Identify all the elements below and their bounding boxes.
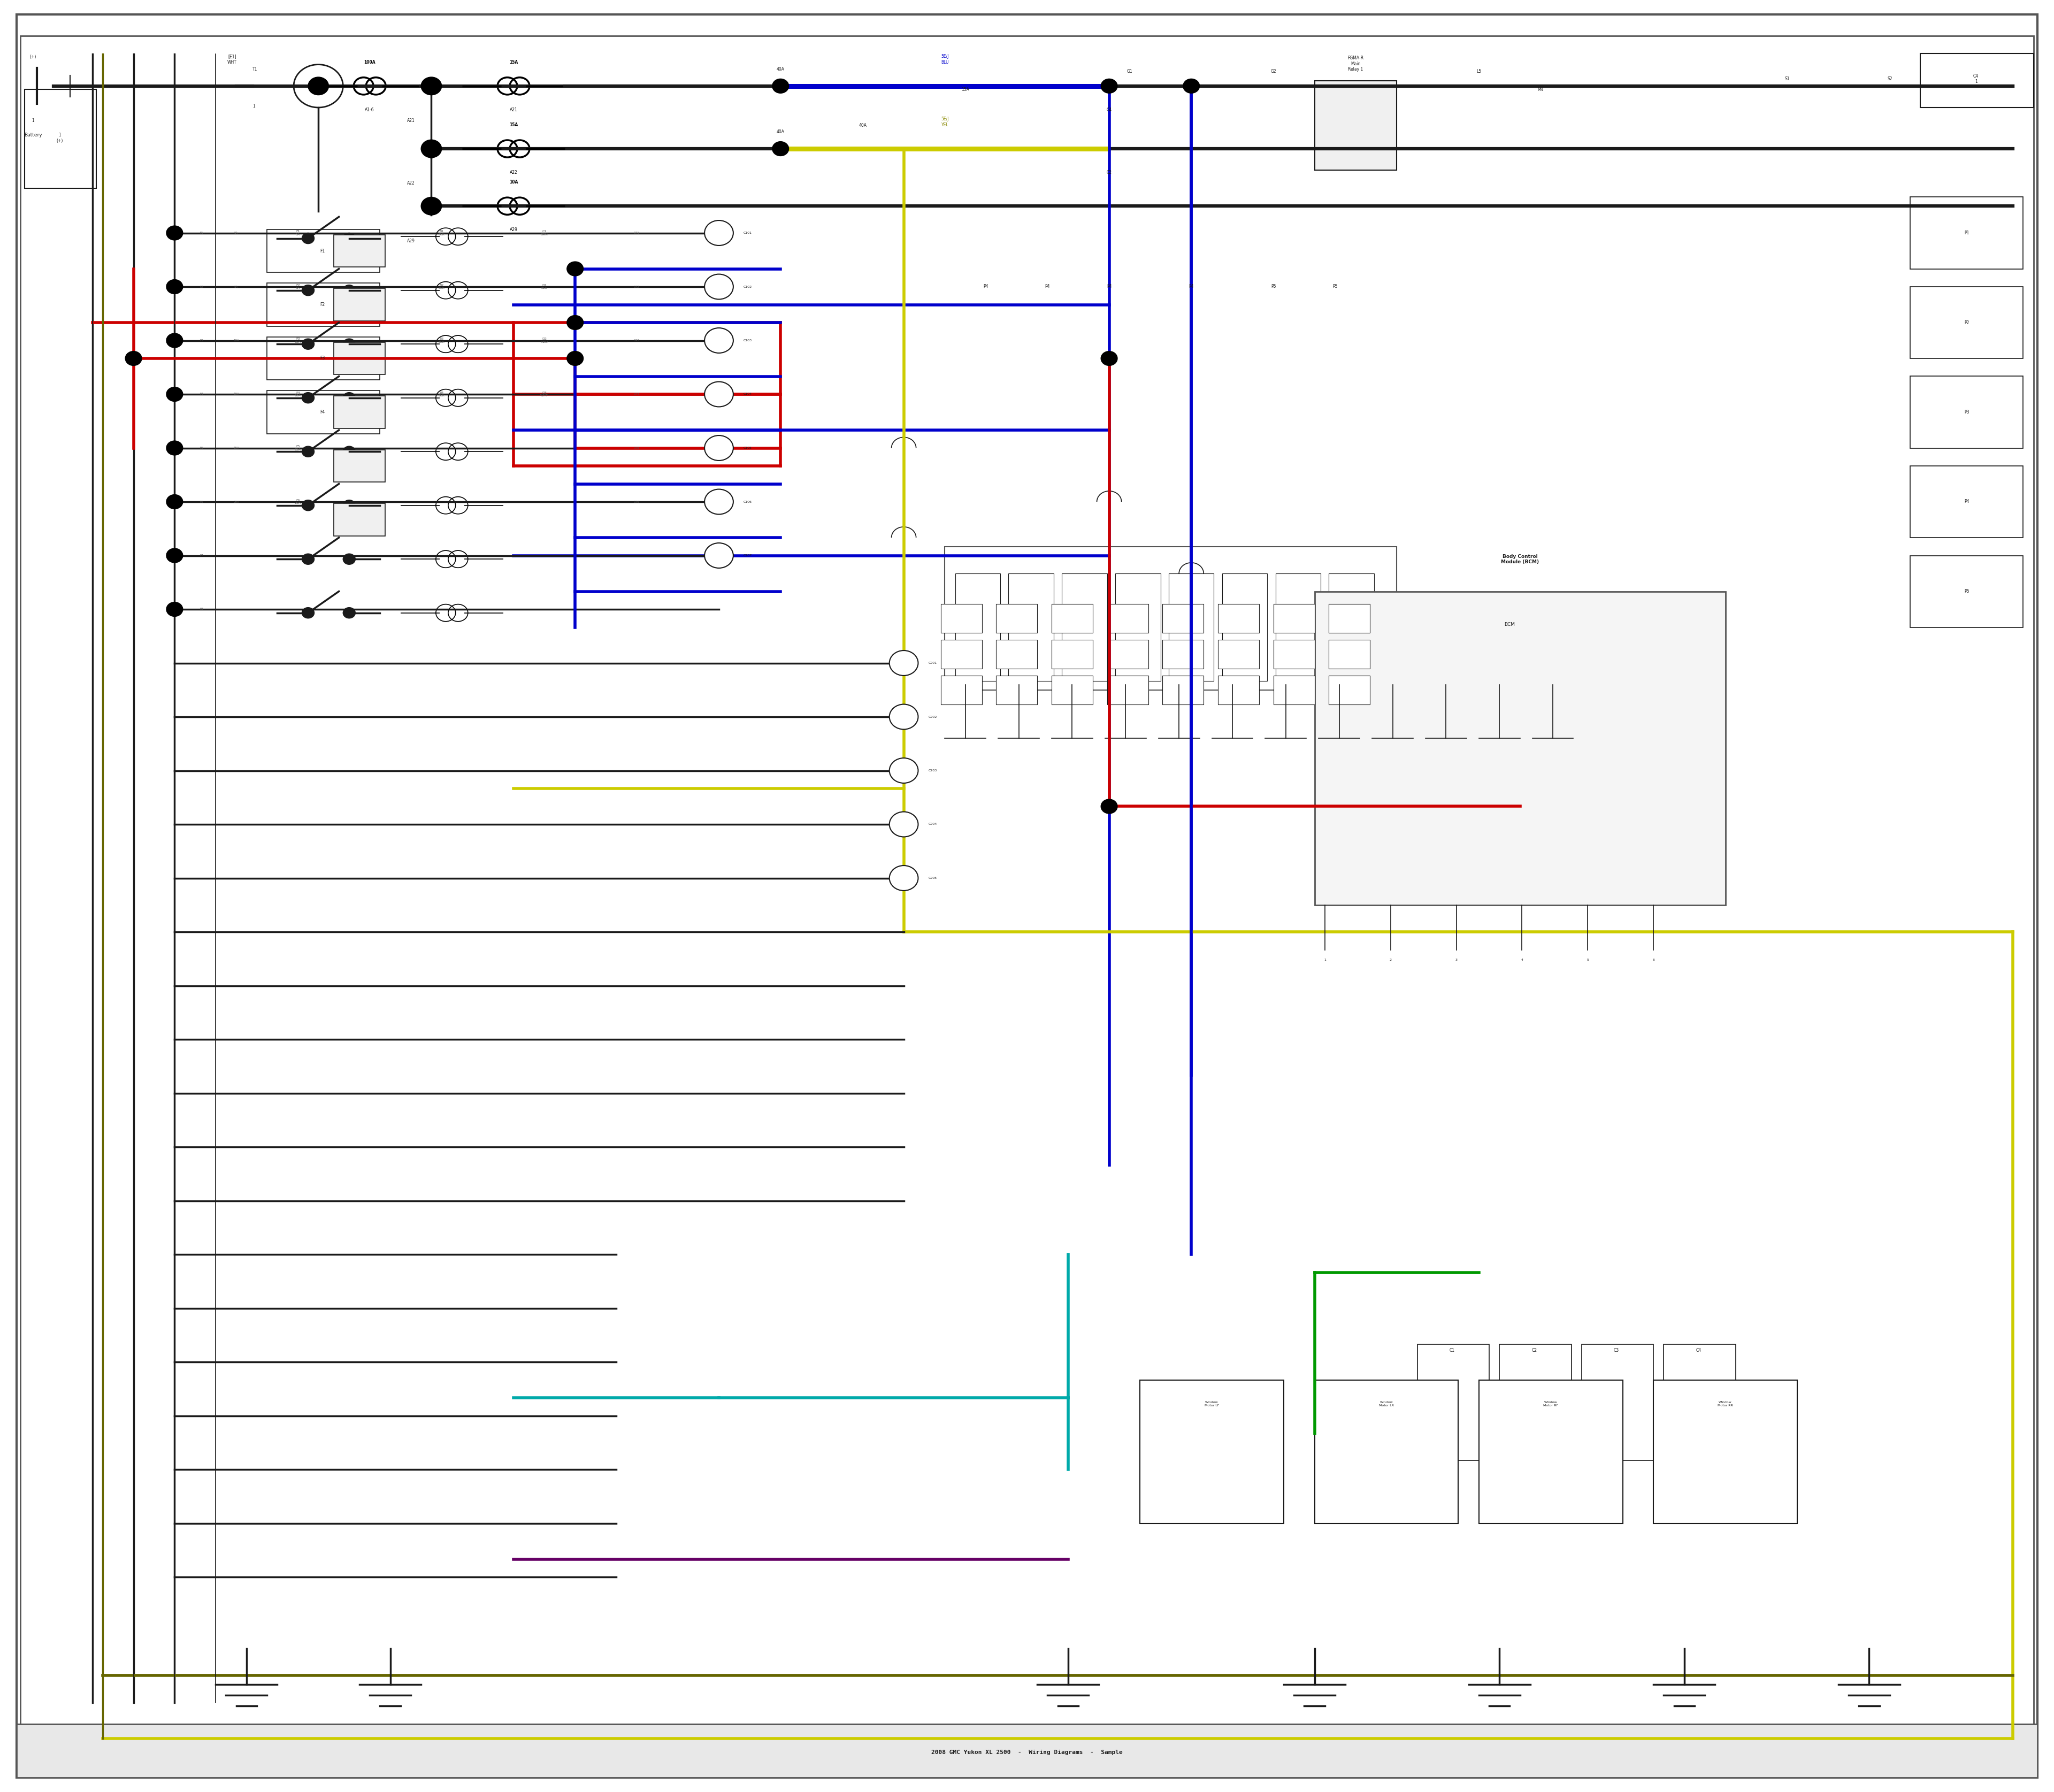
Text: (+): (+): [29, 54, 37, 59]
Text: BCM: BCM: [1504, 622, 1516, 627]
Bar: [1163, 676, 1204, 704]
Bar: [1163, 604, 1204, 633]
Bar: [1417, 1344, 1489, 1460]
Text: C4: C4: [1697, 1348, 1701, 1353]
Text: F3
10A: F3 10A: [294, 337, 302, 344]
Bar: [333, 504, 384, 536]
Bar: [1107, 676, 1148, 704]
Circle shape: [705, 328, 733, 353]
Text: C4: C4: [1107, 108, 1111, 113]
Text: F4
10A: F4 10A: [294, 391, 302, 398]
Circle shape: [302, 446, 314, 457]
Text: F1
5A: F1 5A: [296, 229, 300, 237]
Text: B2
BLK: B2 BLK: [438, 283, 446, 290]
Text: 15A: 15A: [509, 122, 518, 127]
Text: F2: F2: [320, 303, 325, 306]
Text: D3
WHT: D3 WHT: [540, 391, 548, 398]
Text: 6: 6: [1651, 959, 1656, 961]
Circle shape: [343, 233, 355, 244]
Circle shape: [166, 333, 183, 348]
Text: F4: F4: [320, 410, 325, 414]
Text: 10A: 10A: [509, 179, 518, 185]
Bar: [955, 573, 1000, 681]
Text: Body Control
Module (BCM): Body Control Module (BCM): [1501, 554, 1538, 564]
Text: 1: 1: [253, 104, 255, 109]
Text: 3: 3: [1454, 959, 1458, 961]
Circle shape: [772, 79, 789, 93]
Text: C43: C43: [635, 339, 639, 342]
Circle shape: [343, 607, 355, 618]
Text: C44: C44: [635, 392, 639, 396]
Text: P4: P4: [984, 285, 988, 289]
Circle shape: [889, 650, 918, 676]
Circle shape: [343, 339, 355, 349]
Bar: [1052, 676, 1093, 704]
Text: P3: P3: [1964, 410, 1970, 414]
Text: C201: C201: [928, 661, 937, 665]
Bar: [25, 90, 97, 188]
Text: B4
BLK: B4 BLK: [438, 391, 446, 398]
Text: F5: F5: [199, 446, 203, 450]
Bar: [333, 289, 384, 321]
Bar: [1920, 54, 2033, 108]
Text: 40A: 40A: [859, 124, 867, 127]
Circle shape: [166, 387, 183, 401]
Text: F6
20A: F6 20A: [294, 498, 302, 505]
Bar: [267, 337, 380, 380]
Circle shape: [1101, 799, 1117, 814]
Bar: [996, 604, 1037, 633]
Bar: [267, 283, 380, 326]
Circle shape: [302, 392, 314, 403]
Bar: [1499, 1344, 1571, 1460]
Bar: [1329, 640, 1370, 668]
Text: F7: F7: [199, 554, 203, 557]
Bar: [1273, 640, 1315, 668]
Circle shape: [343, 446, 355, 457]
Text: 1
(+): 1 (+): [55, 133, 64, 143]
Text: 5E/J
YEL: 5E/J YEL: [941, 116, 949, 127]
Circle shape: [705, 489, 733, 514]
Circle shape: [308, 77, 329, 95]
Text: [E1]
WHT: [E1] WHT: [228, 54, 236, 65]
Circle shape: [705, 274, 733, 299]
Bar: [1163, 640, 1204, 668]
Circle shape: [1101, 79, 1117, 93]
Circle shape: [166, 226, 183, 240]
Bar: [1052, 604, 1093, 633]
Text: 15A: 15A: [509, 59, 518, 65]
Text: C42: C42: [635, 285, 639, 289]
Text: C101: C101: [744, 231, 752, 235]
Text: A29: A29: [407, 238, 415, 244]
Circle shape: [421, 77, 442, 95]
Text: 40A: 40A: [776, 66, 785, 72]
Text: D1
BLU: D1 BLU: [540, 283, 548, 290]
Text: C2: C2: [1107, 170, 1111, 176]
Circle shape: [705, 543, 733, 568]
Bar: [1115, 573, 1161, 681]
Bar: [1062, 573, 1107, 681]
Text: F4: F4: [199, 392, 203, 396]
Circle shape: [421, 197, 442, 215]
Bar: [1315, 1380, 1458, 1523]
Text: 2: 2: [1389, 959, 1393, 961]
Bar: [1910, 556, 2023, 627]
Text: S2: S2: [1888, 77, 1892, 81]
Circle shape: [567, 351, 583, 366]
Text: F3: F3: [320, 357, 325, 360]
Circle shape: [1101, 351, 1117, 366]
Text: F1: F1: [199, 231, 203, 235]
Text: A1-6: A1-6: [366, 108, 374, 113]
Bar: [1664, 1344, 1736, 1460]
Circle shape: [166, 602, 183, 616]
Text: D2
RED: D2 RED: [540, 337, 548, 344]
Circle shape: [567, 262, 583, 276]
Text: 15A: 15A: [961, 88, 969, 91]
Bar: [1910, 376, 2023, 448]
Text: L5: L5: [1477, 70, 1481, 73]
Bar: [267, 229, 380, 272]
Bar: [1653, 1380, 1797, 1523]
Circle shape: [343, 500, 355, 511]
Circle shape: [423, 199, 440, 213]
Text: 4: 4: [1520, 959, 1524, 961]
Bar: [1582, 1344, 1653, 1460]
